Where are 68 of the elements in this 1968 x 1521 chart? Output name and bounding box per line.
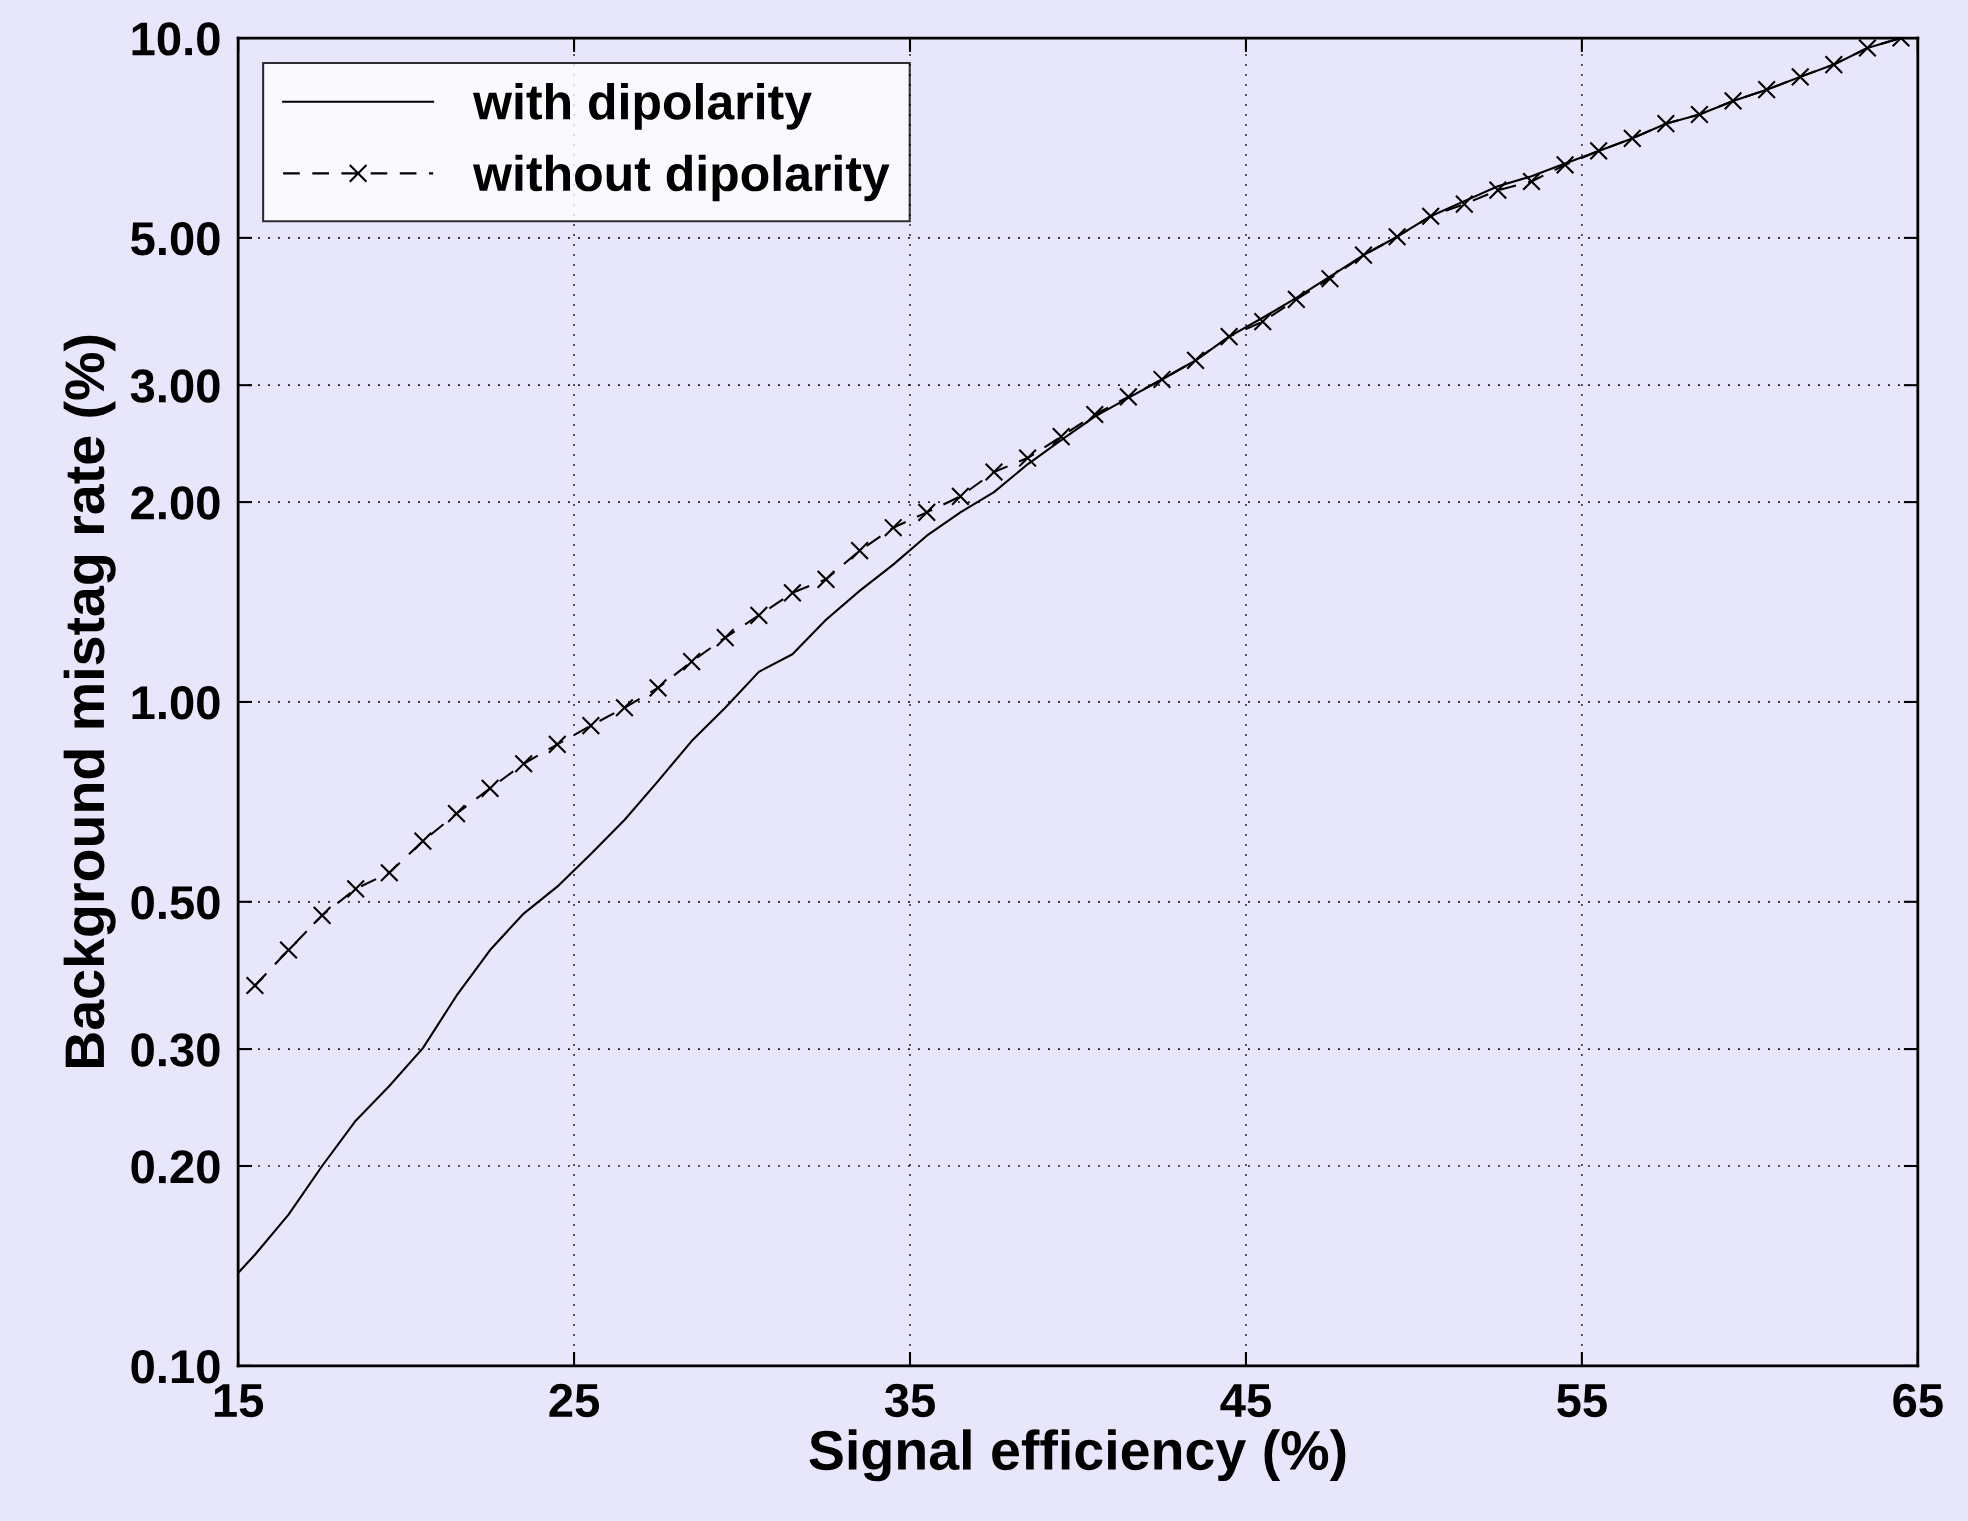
point [1555, 155, 1575, 175]
y-tick-label: 0.30 [131, 1033, 220, 1067]
point [1387, 227, 1407, 247]
point [279, 940, 298, 960]
x-tick-label: 35 [884, 1383, 935, 1418]
point [480, 779, 500, 798]
point [1354, 245, 1373, 265]
point [1824, 55, 1844, 74]
y-tick-label: 2.00 [131, 486, 220, 520]
point [547, 735, 567, 754]
y-tick-label: 10.0 [132, 22, 220, 56]
point [1858, 38, 1877, 58]
y-tick-label: 0.10 [131, 1349, 220, 1384]
point [1589, 141, 1609, 161]
y-tick-label: 5.00 [131, 222, 220, 256]
point [1253, 312, 1273, 331]
point [1790, 67, 1810, 87]
y-tick-label: 0.50 [131, 885, 220, 920]
point [850, 541, 869, 561]
point [715, 628, 735, 647]
point [379, 863, 399, 883]
point [648, 678, 668, 698]
point [816, 569, 836, 589]
point [413, 831, 433, 851]
legend-label: without dipolarity [472, 154, 890, 202]
point [346, 879, 366, 899]
point [682, 652, 702, 672]
point [1656, 114, 1676, 134]
legend-label: with dipolarity [472, 83, 812, 130]
x-tick-label: 55 [1557, 1384, 1607, 1418]
point [581, 716, 601, 736]
y-axis-title: Background mistag rate (%) [63, 335, 116, 1068]
x-tick-label: 25 [549, 1383, 600, 1418]
point [1118, 387, 1138, 407]
point [1757, 80, 1777, 100]
point [984, 462, 1004, 482]
point [749, 606, 769, 625]
point [1320, 269, 1340, 289]
point [1488, 180, 1508, 200]
point [615, 698, 634, 718]
point [1152, 370, 1172, 389]
y-tick-label: 0.20 [131, 1150, 220, 1184]
point [312, 906, 332, 925]
x-tick-label: 15 [214, 1384, 264, 1418]
point [514, 754, 534, 774]
point [1622, 129, 1642, 148]
point [883, 518, 903, 538]
point [1085, 405, 1105, 424]
x-tick-label: 65 [1893, 1383, 1943, 1418]
point [1186, 350, 1205, 370]
point [245, 976, 265, 995]
point [1522, 172, 1541, 191]
y-tick-label: 3.00 [130, 369, 220, 403]
point [1421, 206, 1441, 226]
point [951, 487, 970, 506]
point [1051, 427, 1071, 446]
point [1454, 194, 1474, 214]
x-tick-label: 45 [1220, 1384, 1271, 1418]
point [917, 502, 937, 522]
point [1219, 327, 1239, 347]
x-axis-title: Signal efficiency (%) [809, 1429, 1346, 1482]
point [1286, 289, 1306, 309]
point [1018, 448, 1037, 468]
point [1723, 91, 1743, 111]
point [447, 804, 466, 823]
y-tick-label: 1.00 [132, 686, 220, 720]
point [783, 583, 802, 603]
point [1690, 105, 1709, 124]
